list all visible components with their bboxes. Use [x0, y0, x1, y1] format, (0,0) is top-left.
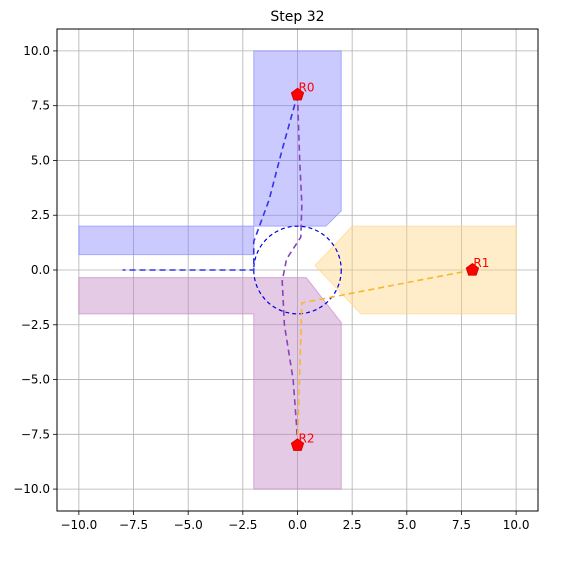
y-tick-label-3: −2.5: [21, 318, 50, 332]
regions: [78, 50, 517, 490]
robot-marker-2: [290, 438, 305, 451]
robot-label-0: R0: [299, 81, 315, 95]
y-tick-label-6: 5.0: [31, 153, 50, 167]
robot-label-1: R1: [473, 256, 489, 270]
y-tick-label-0: −10.0: [13, 482, 50, 496]
x-tick-label-5: 2.5: [343, 518, 362, 532]
robot-label-2: R2: [299, 431, 315, 445]
region-2: [314, 225, 517, 315]
y-tick-label-1: −7.5: [21, 427, 50, 441]
x-tick-label-3: −2.5: [228, 518, 257, 532]
x-tick-label-8: 10.0: [503, 518, 530, 532]
y-tick-label-5: 2.5: [31, 208, 50, 222]
y-tick-label-8: 10.0: [23, 44, 50, 58]
x-tick-label-1: −7.5: [119, 518, 148, 532]
region-0: [78, 50, 342, 256]
x-tick-label-4: 0.0: [288, 518, 307, 532]
chart-title: Step 32: [270, 9, 324, 25]
robot-marker-1: [465, 263, 480, 276]
series-line-1: [281, 94, 303, 446]
region-1: [78, 277, 342, 490]
y-tick-label-4: 0.0: [31, 263, 50, 277]
x-tick-label-0: −10.0: [60, 518, 97, 532]
robot-marker-0: [290, 87, 305, 101]
axis-ticks: −10.0 −7.5 −5.0 −2.5 0.0 2.5 5.0 7.5 10.0 −10.0 −7…: [13, 44, 529, 532]
series-line-0: [122, 94, 299, 271]
center-circle: [253, 225, 342, 315]
robot-markers: R0 R1 R2: [290, 81, 489, 451]
y-tick-label-7: 7.5: [31, 99, 50, 113]
series-line-2: [296, 269, 473, 446]
x-tick-label-2: −5.0: [174, 518, 203, 532]
x-tick-label-6: 5.0: [397, 518, 416, 532]
x-tick-label-7: 7.5: [452, 518, 471, 532]
y-tick-label-2: −5.0: [21, 373, 50, 387]
series-lines: [122, 94, 473, 446]
center-circle-layer: [253, 225, 342, 315]
